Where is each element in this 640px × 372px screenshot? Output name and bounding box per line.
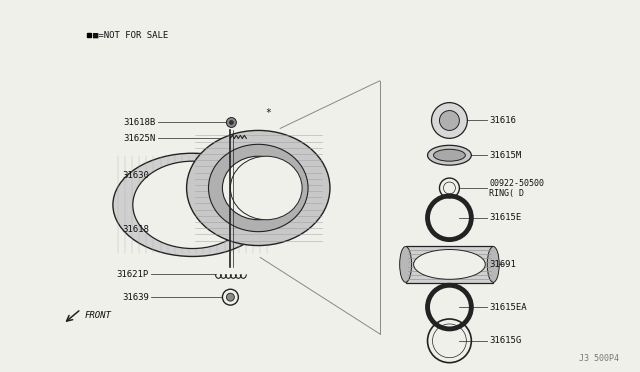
Ellipse shape <box>230 156 302 220</box>
Text: 31615EA: 31615EA <box>489 302 527 312</box>
Ellipse shape <box>113 153 272 256</box>
Text: J3 500P4: J3 500P4 <box>579 354 619 363</box>
Ellipse shape <box>223 156 294 220</box>
Circle shape <box>227 293 234 301</box>
Text: FRONT: FRONT <box>85 311 112 320</box>
Bar <box>406 246 493 283</box>
Text: 31691: 31691 <box>489 260 516 269</box>
Text: 31621P: 31621P <box>116 270 148 279</box>
Text: RING( D: RING( D <box>489 189 524 198</box>
Circle shape <box>229 121 234 125</box>
Text: *: * <box>265 108 271 118</box>
Circle shape <box>431 103 467 138</box>
Ellipse shape <box>399 247 412 282</box>
Text: 31616: 31616 <box>489 116 516 125</box>
Text: 31618B: 31618B <box>124 118 156 127</box>
Text: 31618: 31618 <box>122 225 148 234</box>
Circle shape <box>440 110 460 131</box>
Text: 31615E: 31615E <box>489 213 522 222</box>
Ellipse shape <box>133 161 252 248</box>
Ellipse shape <box>187 131 330 246</box>
Text: ■=NOT FOR SALE: ■=NOT FOR SALE <box>93 31 168 40</box>
Ellipse shape <box>413 250 485 279</box>
Ellipse shape <box>209 144 308 232</box>
Circle shape <box>227 118 236 128</box>
Ellipse shape <box>428 145 471 165</box>
Text: 31615M: 31615M <box>489 151 522 160</box>
Ellipse shape <box>487 247 499 282</box>
Text: 31639: 31639 <box>122 293 148 302</box>
Text: 31630: 31630 <box>122 171 148 180</box>
Text: 00922-50500: 00922-50500 <box>489 179 544 187</box>
Text: 31615G: 31615G <box>489 336 522 345</box>
Ellipse shape <box>433 149 465 161</box>
Text: 31625N: 31625N <box>124 134 156 143</box>
